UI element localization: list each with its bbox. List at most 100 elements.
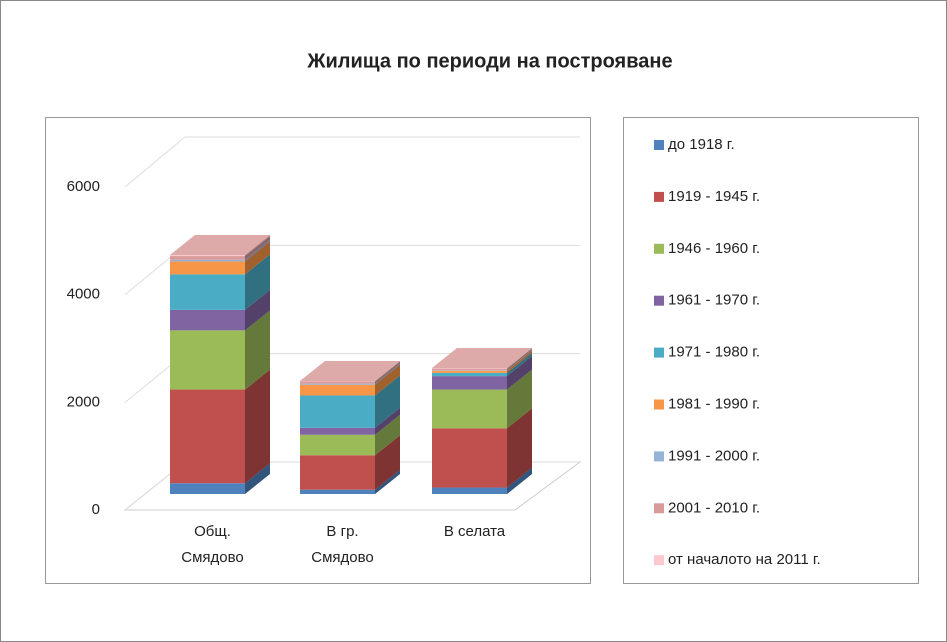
bar-top <box>170 234 270 255</box>
bar-side <box>375 361 400 384</box>
legend-label: 1919 - 1945 г. <box>668 188 760 205</box>
bar-side <box>507 348 532 369</box>
bar-side-shade <box>375 363 400 385</box>
bar-side-shade <box>245 463 270 494</box>
bar-side-shade <box>507 369 532 429</box>
bar-side-shade <box>375 435 400 490</box>
legend-swatch <box>654 555 664 566</box>
bar-segment <box>300 383 375 385</box>
y-tick-label: 0 <box>92 501 100 518</box>
bar-side-shade <box>245 239 270 262</box>
bar-segment <box>170 256 245 260</box>
bar-side-shade <box>375 364 400 396</box>
legend-swatch <box>654 243 664 254</box>
legend-swatch <box>654 503 664 514</box>
x-tick-line: Смядово <box>181 549 244 566</box>
legend-swatch <box>654 399 664 410</box>
bar-side <box>245 463 270 494</box>
bar-side <box>375 363 400 385</box>
bar-side <box>375 360 400 382</box>
legend-label: 2001 - 2010 г. <box>668 499 760 516</box>
legend-label: до 1918 г. <box>668 136 735 153</box>
legend-border <box>623 117 919 584</box>
bar-side-shade <box>245 241 270 275</box>
bar-side-shade <box>375 360 400 382</box>
legend-swatch <box>654 451 664 462</box>
x-tick-label: Общ. Смядово <box>181 523 244 566</box>
chart-title: Жилища по периоди на построяване <box>306 50 672 72</box>
legend-label: 1946 - 1960 г. <box>668 240 760 257</box>
bar-side-shade <box>375 407 400 435</box>
bar-side-shade <box>245 236 270 260</box>
bar-segment <box>300 434 375 456</box>
bar-segment <box>432 487 507 494</box>
bar-segment <box>300 489 375 494</box>
bar-segment <box>170 254 245 257</box>
bar-side <box>507 408 532 488</box>
bar-side <box>245 310 270 390</box>
bar-side-shade <box>507 356 532 390</box>
plot-border <box>45 117 591 584</box>
bar-side-shade <box>245 310 270 390</box>
x-tick-line: В селата <box>444 523 506 540</box>
bar-side <box>245 234 270 257</box>
legend-swatch <box>654 347 664 358</box>
bar-side-shade <box>507 350 532 373</box>
bar-side <box>245 369 270 484</box>
bar-side <box>375 469 400 494</box>
bar-side-shade <box>507 348 532 369</box>
bar-segment <box>170 389 245 484</box>
bar-side-shade <box>375 469 400 494</box>
bar-segment <box>170 259 245 262</box>
bar-side <box>507 467 532 494</box>
bar-side <box>507 369 532 429</box>
bar-segment <box>432 370 507 371</box>
bar-segment <box>432 368 507 369</box>
bar-segment <box>432 370 507 373</box>
legend-label: 1961 - 1970 г. <box>668 292 760 309</box>
bar-segment <box>432 368 507 371</box>
legend-swatch <box>654 191 664 202</box>
bar-side-shade <box>507 350 532 371</box>
bar-top-shade <box>432 348 532 369</box>
grid-line <box>124 136 580 188</box>
x-tick-label: В гр. Смядово <box>311 523 374 566</box>
y-tick-label: 4000 <box>67 286 100 303</box>
bar-side <box>375 364 400 396</box>
bar-segment <box>170 483 245 494</box>
bar-segment <box>170 274 245 310</box>
bar-segment <box>432 389 507 429</box>
legend-label: от началото на 2011 г. <box>668 551 821 568</box>
y-tick-label: 6000 <box>67 178 100 195</box>
bar-side-shade <box>507 467 532 494</box>
bar-side <box>507 350 532 373</box>
bar-side-shade <box>245 234 270 257</box>
bar-segment <box>432 376 507 390</box>
legend-label: 1971 - 1980 г. <box>668 344 760 361</box>
bar-segment <box>300 455 375 490</box>
bar-side <box>245 289 270 331</box>
bar-top <box>432 348 532 369</box>
bar-segment <box>432 428 507 488</box>
legend-swatch <box>654 295 664 306</box>
bar-side-shade <box>375 375 400 428</box>
legend-swatch <box>654 140 664 150</box>
bar-segment <box>170 309 245 331</box>
bar-top-shade <box>170 234 270 255</box>
bar-side <box>375 407 400 435</box>
y-tick-label: 2000 <box>67 393 100 410</box>
bar-side-shade <box>507 408 532 488</box>
bar-side <box>507 348 532 371</box>
bar-segment <box>170 330 245 390</box>
bar-side <box>245 241 270 275</box>
bar-side-shade <box>507 348 532 371</box>
bar-segment <box>300 384 375 396</box>
bar-segment <box>432 372 507 377</box>
bar-side-shade <box>245 289 270 331</box>
bar-segment <box>300 381 375 384</box>
bar-segment <box>300 380 375 382</box>
bar-side <box>507 356 532 390</box>
bar-side <box>375 414 400 456</box>
